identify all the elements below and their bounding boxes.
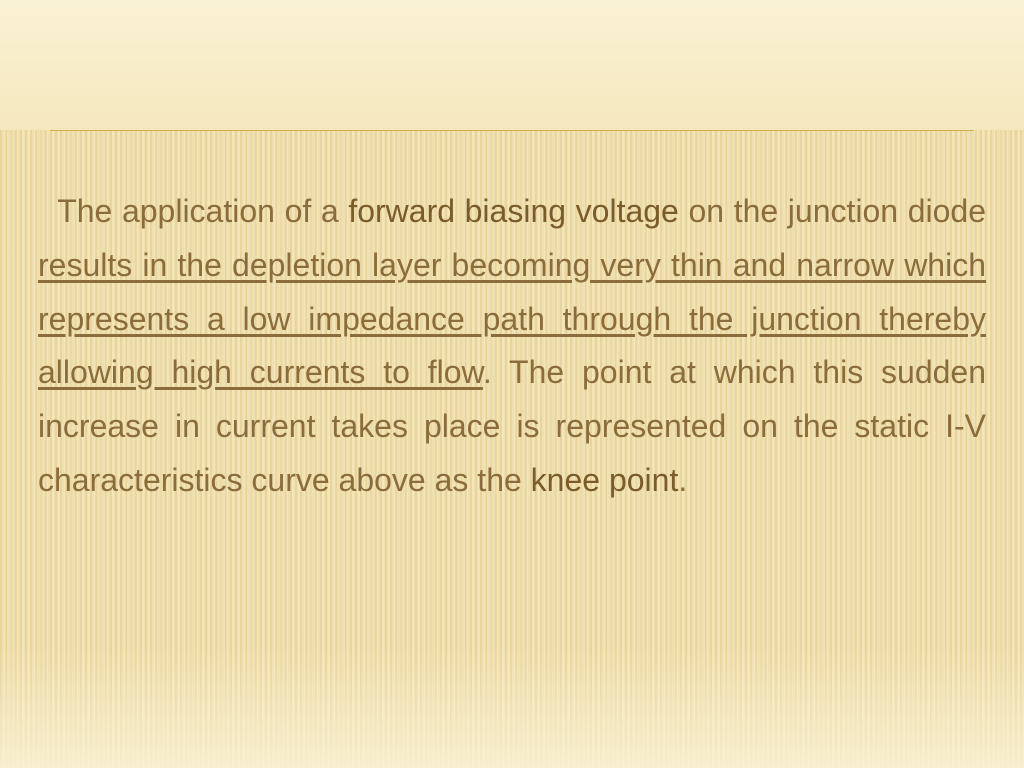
presentation-slide: The application of a forward biasing vol… xyxy=(0,0,1024,768)
slide-bottom-fade xyxy=(0,648,1024,768)
header-divider xyxy=(50,130,974,131)
text-segment: on the junction diode xyxy=(679,193,986,229)
slide-header-band xyxy=(0,0,1024,130)
paragraph: The application of a forward biasing vol… xyxy=(38,185,986,508)
slide-body-text: The application of a forward biasing vol… xyxy=(38,185,986,508)
text-segment: . xyxy=(678,462,687,498)
text-segment: The application of a xyxy=(57,193,348,229)
text-bold-segment: knee point xyxy=(531,462,679,498)
text-bold-segment: forward biasing voltage xyxy=(348,193,679,229)
